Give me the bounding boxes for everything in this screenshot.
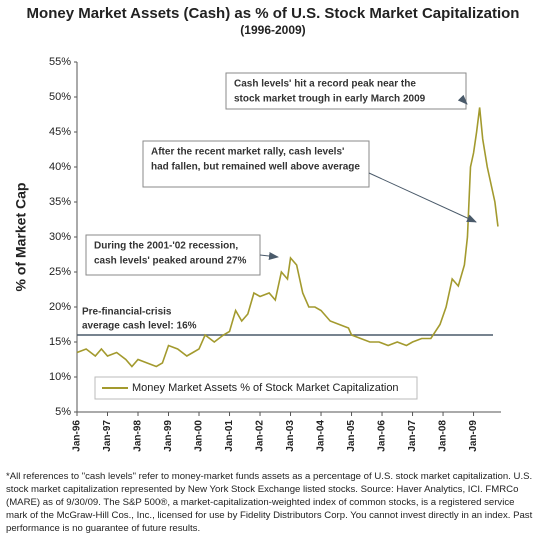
y-tick-label: 20% <box>49 301 71 313</box>
annotation-text: After the recent market rally, cash leve… <box>151 147 344 158</box>
y-tick-label: 25% <box>49 266 71 278</box>
chart-title: Money Market Assets (Cash) as % of U.S. … <box>27 5 520 22</box>
y-tick-label: 30% <box>49 231 71 243</box>
chart: Money Market Assets (Cash) as % of U.S. … <box>13 5 520 452</box>
series-line <box>76 107 499 368</box>
annotation-text: stock market trough in early March 2009 <box>234 94 426 105</box>
x-tick-label: Jan-96 <box>72 420 83 452</box>
x-tick-label: Jan-08 <box>438 420 449 452</box>
footnote: *All references to "cash levels" refer t… <box>6 471 533 534</box>
x-tick-label: Jan-00 <box>194 420 205 452</box>
annotation-box <box>85 234 261 276</box>
y-tick-label: 35% <box>49 196 71 208</box>
x-tick-label: Jan-06 <box>377 420 388 452</box>
y-tick-label: 15% <box>49 336 71 348</box>
annotation-text: had fallen, but remained well above aver… <box>151 162 360 173</box>
x-tick-label: Jan-09 <box>468 420 479 452</box>
x-tick-label: Jan-99 <box>163 420 174 452</box>
y-tick-label: 45% <box>49 126 71 138</box>
annotation-text: During the 2001-'02 recession, <box>94 241 238 252</box>
average-label: average cash level: 16% <box>82 321 197 332</box>
average-label: Pre-financial-crisis <box>82 307 172 318</box>
x-tick-label: Jan-03 <box>285 420 296 452</box>
x-tick-label: Jan-98 <box>133 420 144 452</box>
x-tick-label: Jan-05 <box>346 420 357 452</box>
y-axis-label: % of Market Cap <box>13 183 29 292</box>
annotation-arrow <box>368 172 477 223</box>
y-tick-label: 40% <box>49 161 71 173</box>
annotation-box <box>225 72 467 110</box>
x-tick-label: Jan-04 <box>316 420 327 452</box>
annotation-text: cash levels' peaked around 27% <box>94 256 247 267</box>
annotation-arrow <box>259 252 279 260</box>
x-tick-label: Jan-01 <box>224 420 235 452</box>
y-tick-label: 5% <box>55 406 71 418</box>
annotation-box <box>142 140 370 188</box>
annotation-text: Cash levels' hit a record peak near the <box>234 79 416 90</box>
chart-subtitle: (1996-2009) <box>240 23 305 37</box>
y-tick-label: 10% <box>49 371 71 383</box>
y-tick-label: 50% <box>49 91 71 103</box>
annotation-arrow <box>457 94 468 105</box>
y-tick-label: 55% <box>49 56 71 68</box>
x-tick-label: Jan-02 <box>255 420 266 452</box>
legend-label: Money Market Assets % of Stock Market Ca… <box>132 382 399 394</box>
x-tick-label: Jan-07 <box>407 420 418 452</box>
legend-box <box>94 376 418 400</box>
x-tick-label: Jan-97 <box>102 420 113 452</box>
